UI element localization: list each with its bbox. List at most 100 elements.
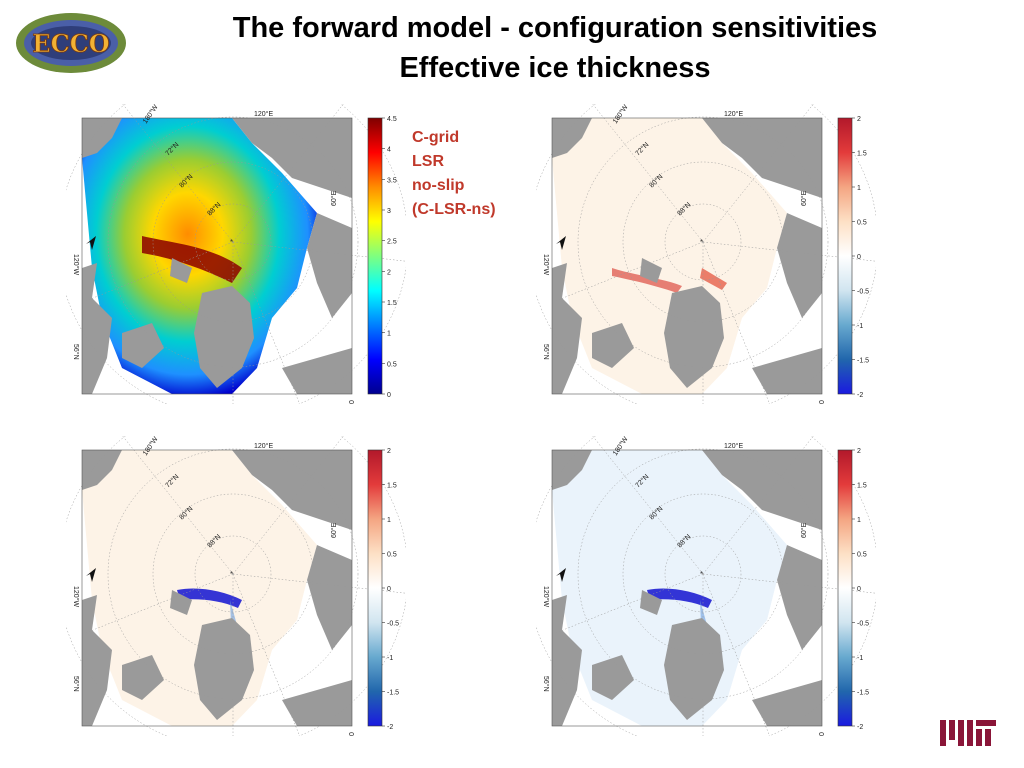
map-coordinate-label: 120°W — [542, 254, 550, 275]
land-mass — [170, 258, 192, 283]
latitude-circle — [152, 161, 314, 323]
map-panel-bottom-right: *180°W120°E72°N80°N88°N60°E120°W56°N60°W… — [536, 436, 876, 736]
colorbar-tick-label: 0 — [857, 586, 861, 593]
meridian — [592, 436, 704, 575]
north-arrow-icon — [86, 236, 96, 250]
slide-subtitle: Effective ice thickness — [399, 52, 711, 84]
mit-logo: MIT — [938, 716, 998, 753]
thick-ice-region — [142, 236, 242, 283]
colorbar-tick-label: 2 — [387, 448, 391, 455]
annotation-line: C-grid — [412, 129, 460, 146]
meridian — [232, 573, 300, 736]
map-area: * — [66, 436, 406, 736]
land-mass — [552, 118, 592, 158]
map-panel-top-left: *180°W120°E72°N80°N88°N60°E120°W56°N60°W… — [66, 104, 406, 404]
map-frame — [81, 117, 353, 395]
map-coordinate-label: 120°W — [542, 586, 550, 607]
map-coordinate-label: 120°E — [724, 110, 743, 118]
map-coordinate-label: 60°E — [330, 190, 338, 206]
map-coordinate-label: 120°E — [724, 442, 743, 450]
map-coordinate-label: 56°N — [542, 676, 550, 692]
land-mass — [122, 323, 164, 368]
colorbar-tick-label: -1.5 — [857, 358, 869, 365]
latitude-circle — [194, 535, 272, 613]
colorbar — [837, 449, 853, 727]
land-mass — [232, 450, 352, 530]
map-coordinate-label: 120°E — [254, 110, 273, 118]
map-figure: *180°W120°E72°N80°N88°N60°E120°W56°N60°W… — [536, 104, 876, 404]
land-mass — [777, 213, 822, 318]
land-mass — [170, 590, 192, 615]
map-coordinate-label: 60°W — [602, 403, 620, 404]
positive-anomaly-region — [612, 268, 682, 293]
colorbar-tick-label: 4.5 — [387, 116, 397, 123]
colorbar-tick-label: 1.5 — [857, 483, 867, 490]
map-coordinate-label: 0 — [349, 400, 356, 404]
colorbar-tick-label: -2 — [857, 724, 863, 731]
land-mass — [82, 450, 122, 490]
map-coordinate-label: 0 — [819, 732, 826, 736]
annotation-line: no-slip — [412, 177, 465, 194]
latitude-circle — [577, 448, 829, 700]
colorbar-tick-label: -2 — [387, 724, 393, 731]
map-coordinate-label: 0 — [819, 400, 826, 404]
colorbar-tick-label: 4 — [387, 147, 391, 154]
land-mass — [702, 118, 822, 198]
land-mass — [82, 595, 112, 726]
map-coordinate-label: 60°E — [800, 522, 808, 538]
colorbar-tick-label: 1.5 — [387, 300, 397, 307]
land-mass — [702, 450, 822, 530]
annotation-line: (C-LSR-ns) — [412, 201, 496, 218]
land-mass — [640, 258, 662, 283]
colorbar — [367, 117, 383, 395]
map-area: * — [536, 104, 876, 404]
map-area: * — [66, 104, 406, 404]
colorbar-tick-label: 0.5 — [387, 361, 397, 368]
pole-marker: * — [230, 570, 233, 579]
land-mass — [640, 590, 662, 615]
land-mass — [82, 263, 112, 394]
map-frame — [551, 449, 823, 727]
meridian — [232, 104, 344, 243]
colorbar-tick-label: -2 — [857, 392, 863, 399]
colorbar-tick-label: 1 — [387, 331, 391, 338]
colorbar-tick-label: 0 — [387, 392, 391, 399]
land-mass — [282, 680, 352, 726]
land-mass — [194, 286, 254, 388]
land-mass — [307, 213, 352, 318]
meridian — [702, 241, 876, 262]
map-coordinate-label: 60°W — [132, 735, 150, 736]
svg-text:ECCO: ECCO — [32, 29, 109, 58]
meridian — [702, 573, 876, 594]
annotation-line: LSR — [412, 153, 444, 170]
land-mass — [592, 655, 634, 700]
map-coordinate-label: 60°W — [132, 403, 150, 404]
latitude-circle — [152, 493, 314, 655]
colorbar-tick-label: 2 — [857, 448, 861, 455]
meridian — [232, 241, 300, 404]
meridian — [82, 241, 234, 303]
colorbar-tick-label: -0.5 — [857, 621, 869, 628]
meridian — [552, 241, 704, 303]
map-coordinate-label: 56°N — [72, 344, 80, 360]
meridian — [82, 573, 234, 635]
map-panel-top-right: *180°W120°E72°N80°N88°N60°E120°W56°N60°W… — [536, 104, 876, 404]
map-figure: *180°W120°E72°N80°N88°N60°E120°W56°N60°W… — [536, 436, 876, 736]
map-coordinate-label: 120°W — [72, 254, 80, 275]
ice-difference-field — [552, 118, 787, 394]
map-frame — [551, 117, 823, 395]
negative-anomaly-region — [647, 588, 712, 608]
pole-marker: * — [230, 238, 233, 247]
colorbar-tick-label: 0.5 — [857, 552, 867, 559]
latitude-circle — [622, 493, 784, 655]
ice-difference-field — [82, 450, 317, 726]
colorbar-tick-label: -1 — [387, 655, 393, 662]
meridian — [232, 241, 406, 262]
map-area: * — [536, 436, 876, 736]
colorbar-tick-label: 0 — [387, 586, 391, 593]
ice-difference-field — [552, 450, 787, 726]
colorbar-tick-label: 1 — [857, 185, 861, 192]
negative-anomaly-region — [177, 588, 242, 608]
map-coordinate-label: 60°E — [800, 190, 808, 206]
land-mass — [122, 655, 164, 700]
